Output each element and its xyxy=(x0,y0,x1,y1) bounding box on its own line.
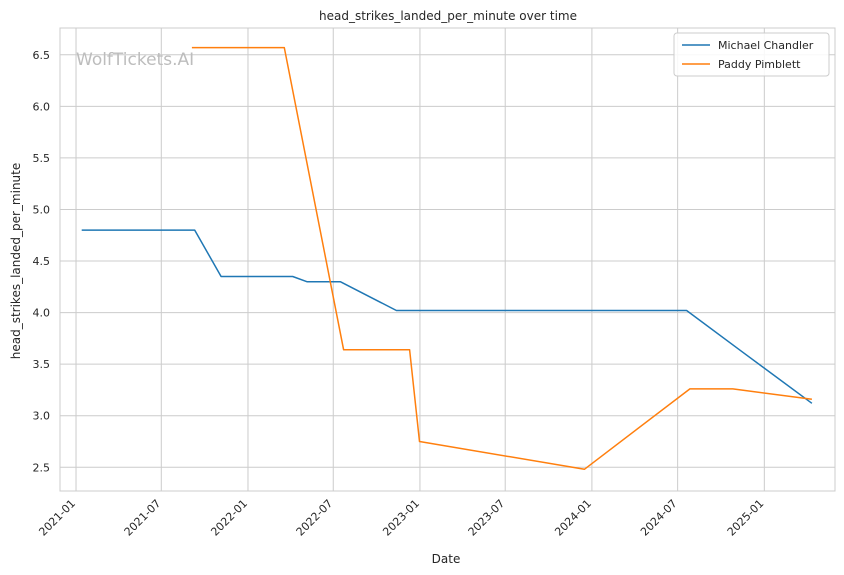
series-line-paddy-pimblett xyxy=(191,46,812,471)
series-line-michael-chandler xyxy=(81,229,813,404)
y-tick-label: 6.5 xyxy=(33,49,51,62)
legend: Michael Chandler Paddy Pimblett xyxy=(673,32,830,77)
y-tick-label: 4.0 xyxy=(33,307,51,320)
watermark-text: WolfTickets.AI xyxy=(76,50,194,70)
y-tick-label: 5.0 xyxy=(33,203,51,216)
legend-label: Michael Chandler xyxy=(718,39,814,52)
x-axis-title: Date xyxy=(432,552,461,566)
y-tick-label: 6.0 xyxy=(33,100,51,113)
chart-title: head_strikes_landed_per_minute over time xyxy=(319,9,577,23)
plot-frame xyxy=(59,27,836,492)
legend-label: Paddy Pimblett xyxy=(718,58,801,71)
y-tick-label: 4.5 xyxy=(33,255,51,268)
y-tick-label: 5.5 xyxy=(33,152,51,165)
y-axis-title: head_strikes_landed_per_minute xyxy=(9,163,23,360)
legend-box xyxy=(673,32,830,77)
y-tick-label: 2.5 xyxy=(33,461,51,474)
y-tick-label: 3.5 xyxy=(33,358,51,371)
plot-background xyxy=(60,28,835,491)
y-tick-label: 3.0 xyxy=(33,410,51,423)
